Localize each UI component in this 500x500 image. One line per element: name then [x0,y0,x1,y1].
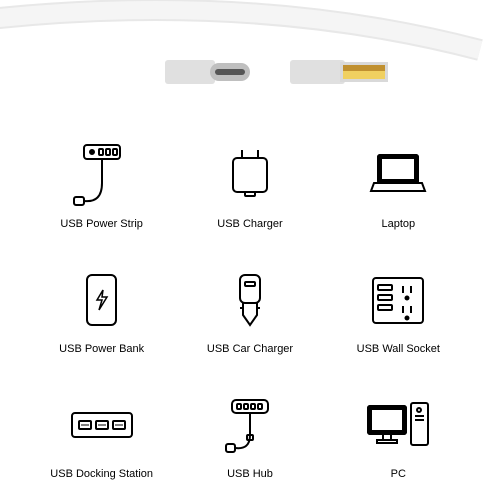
pc-icon [363,390,433,460]
label-docking-station: USB Docking Station [50,468,153,480]
label-power-strip: USB Power Strip [60,218,143,230]
power-strip-icon [67,140,137,210]
device-grid: USB Power Strip USB Charger Laptop [0,120,500,500]
cell-car-charger: USB Car Charger [178,245,321,365]
label-car-charger: USB Car Charger [207,343,293,355]
wall-socket-icon [363,265,433,335]
label-wall-socket: USB Wall Socket [357,343,440,355]
cell-wall-socket: USB Wall Socket [327,245,470,365]
charger-icon [215,140,285,210]
label-laptop: Laptop [381,218,415,230]
label-pc: PC [391,468,406,480]
cell-power-strip: USB Power Strip [30,120,173,240]
label-charger: USB Charger [217,218,282,230]
hub-icon [215,390,285,460]
cell-laptop: Laptop [327,120,470,240]
cell-power-bank: USB Power Bank [30,245,173,365]
label-power-bank: USB Power Bank [59,343,144,355]
docking-station-icon [67,390,137,460]
cell-pc: PC [327,370,470,490]
laptop-icon [363,140,433,210]
cell-hub: USB Hub [178,370,321,490]
cable-illustration [0,0,500,120]
power-bank-icon [67,265,137,335]
car-charger-icon [215,265,285,335]
cell-charger: USB Charger [178,120,321,240]
label-hub: USB Hub [227,468,273,480]
cell-docking-station: USB Docking Station [30,370,173,490]
